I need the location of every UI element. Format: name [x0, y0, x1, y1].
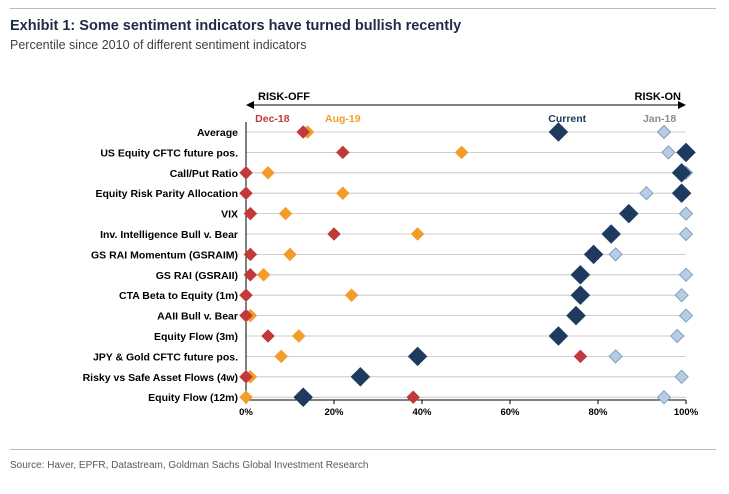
marker-aug-19 [274, 349, 289, 364]
marker-current [570, 285, 591, 306]
x-tick-label: 0% [239, 407, 253, 418]
risk-on-label: RISK-ON [635, 91, 682, 103]
x-tick-label: 80% [588, 407, 608, 418]
marker-dec-18 [573, 349, 588, 364]
chart-subtitle: Percentile since 2010 of different senti… [10, 38, 307, 52]
category-label: Call/Put Ratio [170, 168, 238, 180]
marker-dec-18 [335, 145, 350, 160]
marker-current [350, 366, 371, 387]
category-label: AAII Bull v. Bear [157, 311, 238, 323]
x-tick-label: 20% [324, 407, 344, 418]
marker-dec-18 [296, 125, 311, 139]
top-rule [10, 8, 716, 9]
category-label: CTA Beta to Equity (1m) [119, 290, 238, 302]
marker-jan-18 [674, 369, 689, 385]
marker-jan-18 [656, 389, 672, 405]
marker-current [548, 122, 569, 142]
x-tick-label: 60% [500, 407, 520, 418]
marker-aug-19 [410, 227, 425, 241]
arrow-left-icon [246, 101, 254, 109]
marker-jan-18 [661, 145, 676, 160]
marker-jan-18 [678, 267, 694, 283]
marker-current [570, 264, 591, 285]
marker-jan-18 [656, 124, 672, 140]
marker-dec-18 [327, 227, 341, 241]
marker-dec-18 [239, 369, 253, 384]
marker-aug-19 [261, 165, 275, 180]
marker-dec-18 [243, 247, 258, 262]
marker-aug-19 [283, 247, 297, 262]
category-label: GS RAI Momentum (GSRAIM) [91, 249, 238, 261]
marker-aug-19 [291, 329, 306, 343]
marker-current [671, 162, 692, 183]
category-label: JPY & Gold CFTC future pos. [93, 351, 238, 363]
category-label: Risky vs Safe Asset Flows (4w) [83, 372, 238, 384]
category-label: VIX [221, 209, 238, 221]
marker-dec-18 [239, 186, 253, 201]
marker-aug-19 [454, 145, 469, 160]
category-label: Equity Flow (12m) [148, 392, 238, 404]
marker-dec-18 [243, 267, 258, 282]
marker-dec-18 [239, 288, 253, 303]
marker-jan-18 [678, 226, 694, 242]
marker-aug-19 [344, 288, 359, 303]
marker-aug-19 [239, 390, 253, 405]
marker-jan-18 [678, 308, 694, 323]
marker-current [671, 183, 692, 204]
marker-dec-18 [243, 206, 258, 221]
marker-jan-18 [674, 287, 689, 303]
risk-off-label: RISK-OFF [258, 91, 310, 103]
marker-current [601, 224, 622, 244]
category-label: Equity Flow (3m) [154, 331, 238, 343]
marker-current [407, 346, 428, 367]
marker-jan-18 [608, 349, 623, 364]
marker-jan-18 [669, 328, 685, 344]
arrow-right-icon [678, 101, 686, 109]
sentiment-chart: RISK-OFF RISK-ON Average US Equity CFTC fut… [83, 91, 699, 418]
marker-dec-18 [261, 329, 275, 343]
marker-current [618, 203, 639, 224]
marker-current [293, 387, 314, 408]
marker-current [566, 305, 586, 326]
marker-current [548, 326, 569, 346]
marker-jan-18 [678, 206, 694, 221]
x-tick-label: 40% [412, 407, 432, 418]
x-tick-label: 100% [674, 407, 699, 418]
series-label-jan-18: Jan-18 [643, 113, 676, 125]
marker-dec-18 [239, 308, 253, 323]
marker-aug-19 [256, 267, 271, 282]
marker-dec-18 [406, 390, 421, 405]
category-label: Average [197, 127, 238, 139]
category-label: US Equity CFTC future pos. [100, 147, 238, 159]
marker-jan-18 [608, 247, 623, 262]
category-label: Inv. Intelligence Bull v. Bear [100, 229, 238, 241]
marker-aug-19 [278, 206, 293, 221]
marker-jan-18 [639, 185, 654, 201]
bottom-rule [10, 449, 716, 450]
series-label-current: Current [548, 113, 586, 125]
category-label: Equity Risk Parity Allocation [95, 188, 238, 200]
chart-title: Exhibit 1: Some sentiment indicators hav… [10, 18, 462, 34]
marker-current [676, 142, 696, 163]
source-note: Source: Haver, EPFR, Datastream, Goldman… [10, 460, 369, 471]
marker-current [583, 244, 604, 265]
series-label-dec-18: Dec-18 [255, 113, 290, 125]
marker-dec-18 [239, 165, 253, 180]
category-label: GS RAI (GSRAII) [156, 270, 238, 282]
series-label-aug-19: Aug-19 [325, 113, 361, 125]
marker-aug-19 [335, 186, 350, 201]
